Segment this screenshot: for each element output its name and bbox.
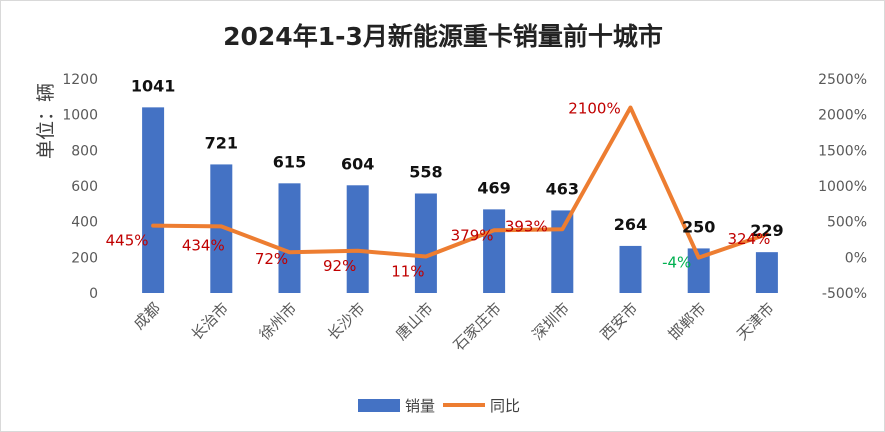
category-label: 成都: [130, 299, 164, 333]
bar: [278, 183, 301, 293]
legend: 销量 同比: [358, 397, 520, 415]
bar-value-label: 721: [205, 133, 238, 152]
pct-labels: 445% 434% 72% 92% 11% 379% 393% 2100% -4% 324%: [106, 100, 771, 281]
y2-tick-label: 500%: [827, 215, 867, 231]
yoy-value-label: 324%: [727, 230, 770, 248]
yoy-value-label: 11%: [391, 263, 424, 281]
y2-tick-label: -500%: [822, 286, 867, 302]
y2-tick-label: 2000%: [818, 108, 867, 124]
y-tick-label: 200: [71, 250, 98, 266]
bar-value-label: 229: [750, 221, 783, 240]
bar: [210, 164, 233, 293]
bar: [483, 209, 506, 293]
bar: [619, 245, 642, 293]
y-axis-title: 单位：辆: [35, 83, 57, 159]
y-tick-label: 600: [71, 179, 98, 195]
bar: [687, 248, 710, 293]
bar: [346, 185, 369, 293]
yoy-polyline: [151, 105, 769, 260]
bar: [755, 252, 778, 293]
category-label: 唐山市: [392, 299, 437, 344]
bars: [142, 107, 778, 293]
category-label: 长沙市: [324, 299, 369, 344]
yoy-value-label: 445%: [106, 232, 149, 250]
y-tick-label: 1200: [62, 72, 98, 88]
y-tick-label: 400: [71, 215, 98, 231]
yoy-value-label: 92%: [323, 257, 356, 275]
yoy-line: [151, 105, 769, 260]
bar-value-label: 463: [546, 179, 579, 198]
y-axis-ticks: 1200 1000 800 600 400 200 0: [62, 72, 98, 302]
yoy-value-label: -4%: [662, 254, 691, 272]
category-label: 天津市: [733, 299, 778, 344]
category-label: 长治市: [188, 299, 233, 344]
category-label: 西安市: [597, 299, 642, 344]
bar-value-label: 1041: [131, 76, 176, 95]
yoy-value-label: 434%: [182, 236, 225, 254]
bar-value-label: 250: [682, 217, 715, 236]
bar: [551, 210, 574, 293]
bar: [142, 107, 165, 293]
bar-value-label: 264: [614, 215, 647, 234]
bar-labels: 1041 721 615 604 558 469 463 264 250 229: [131, 76, 784, 240]
category-label: 深圳市: [529, 299, 574, 344]
legend-bar-swatch: [358, 399, 400, 412]
category-label: 石家庄市: [450, 299, 505, 354]
bar: [414, 193, 437, 293]
legend-line-label: 同比: [490, 397, 520, 415]
category-label: 邯郸市: [665, 299, 710, 344]
yoy-value-label: 72%: [255, 250, 288, 268]
yoy-value-label: 393%: [505, 217, 548, 235]
y-tick-label: 800: [71, 143, 98, 159]
legend-bar-label: 销量: [405, 397, 435, 415]
yoy-value-label: 379%: [451, 226, 494, 244]
y-tick-label: 0: [89, 286, 98, 302]
y2-tick-label: 0%: [845, 250, 867, 266]
y2-tick-label: 1500%: [818, 143, 867, 159]
yoy-value-label: 2100%: [568, 100, 620, 118]
y2-tick-label: 1000%: [818, 179, 867, 195]
bar-value-label: 604: [341, 154, 374, 173]
bar-value-label: 469: [477, 178, 510, 197]
bar-value-label: 558: [409, 162, 442, 181]
bar-value-label: 615: [273, 152, 306, 171]
y2-tick-label: 2500%: [818, 72, 867, 88]
y2-axis-ticks: 2500% 2000% 1500% 1000% 500% 0% -500%: [818, 72, 867, 302]
y-tick-label: 1000: [62, 108, 98, 124]
chart-title: 2024年1-3月新能源重卡销量前十城市: [223, 22, 663, 51]
category-labels: 成都 长治市 徐州市 长沙市 唐山市 石家庄市 深圳市 西安市 邯郸市 天津市: [130, 299, 778, 354]
category-label: 徐州市: [256, 299, 301, 344]
